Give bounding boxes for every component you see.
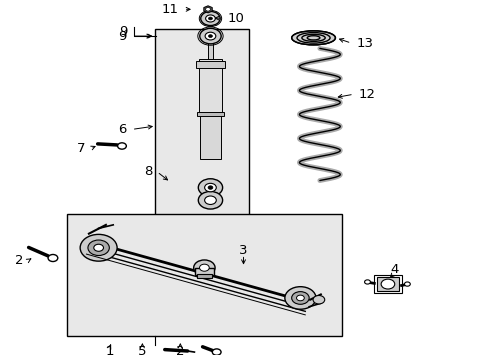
Bar bbox=[197, 112, 224, 116]
Text: 4: 4 bbox=[389, 263, 398, 276]
Text: 12: 12 bbox=[358, 88, 375, 101]
Circle shape bbox=[212, 349, 221, 355]
Circle shape bbox=[208, 17, 212, 20]
Text: 3: 3 bbox=[239, 244, 247, 257]
Text: 13: 13 bbox=[356, 37, 372, 50]
Circle shape bbox=[199, 264, 209, 271]
Text: 1: 1 bbox=[105, 345, 113, 358]
Circle shape bbox=[198, 179, 222, 196]
Bar bbox=[154, 29, 249, 221]
Circle shape bbox=[205, 8, 210, 11]
Circle shape bbox=[48, 255, 58, 261]
Circle shape bbox=[80, 234, 117, 261]
Bar bbox=[196, 62, 224, 68]
Text: 9: 9 bbox=[118, 30, 126, 42]
Text: 7: 7 bbox=[77, 142, 85, 155]
Circle shape bbox=[207, 186, 212, 189]
Circle shape bbox=[200, 28, 221, 44]
Circle shape bbox=[88, 240, 109, 256]
Text: 6: 6 bbox=[118, 123, 126, 136]
Bar bbox=[67, 214, 341, 336]
Circle shape bbox=[296, 295, 304, 301]
Circle shape bbox=[312, 296, 324, 304]
Circle shape bbox=[94, 244, 103, 251]
Polygon shape bbox=[203, 6, 212, 13]
Circle shape bbox=[204, 196, 216, 204]
Text: 8: 8 bbox=[143, 165, 152, 178]
Circle shape bbox=[204, 183, 216, 192]
Text: 2: 2 bbox=[15, 254, 23, 267]
Circle shape bbox=[291, 292, 308, 304]
Bar bbox=[200, 112, 220, 159]
Circle shape bbox=[201, 12, 220, 26]
Circle shape bbox=[364, 280, 370, 284]
Circle shape bbox=[198, 192, 222, 209]
Bar bbox=[194, 269, 214, 275]
Circle shape bbox=[285, 287, 315, 309]
Bar bbox=[199, 59, 222, 112]
Text: 2: 2 bbox=[176, 345, 184, 358]
Circle shape bbox=[208, 35, 212, 37]
Text: 10: 10 bbox=[227, 12, 244, 24]
Text: 5: 5 bbox=[138, 345, 146, 358]
Text: 9: 9 bbox=[119, 25, 127, 38]
Bar bbox=[376, 277, 398, 291]
Circle shape bbox=[117, 143, 126, 149]
Circle shape bbox=[205, 15, 215, 22]
Circle shape bbox=[380, 279, 394, 289]
Circle shape bbox=[404, 282, 409, 286]
Bar bbox=[197, 274, 211, 278]
Circle shape bbox=[193, 260, 215, 275]
Text: 11: 11 bbox=[162, 3, 179, 16]
Circle shape bbox=[204, 32, 215, 40]
Ellipse shape bbox=[291, 31, 335, 45]
Bar bbox=[207, 40, 213, 59]
Bar bbox=[373, 275, 401, 293]
